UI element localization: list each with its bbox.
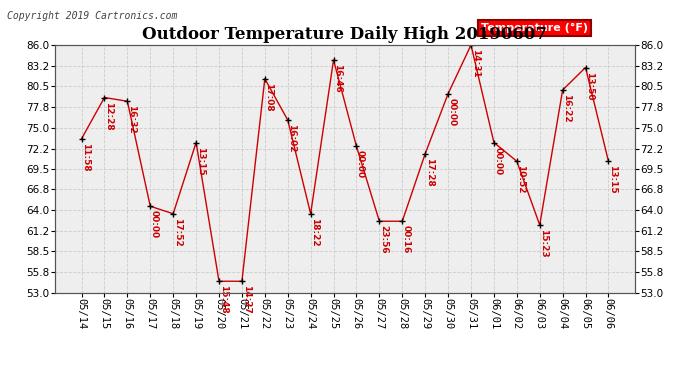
Text: 00:00: 00:00 — [448, 98, 457, 126]
Text: 23:56: 23:56 — [379, 225, 388, 254]
Text: 16:22: 16:22 — [562, 94, 571, 123]
Text: 14:27: 14:27 — [241, 285, 250, 314]
Text: 00:00: 00:00 — [150, 210, 159, 238]
Text: 15:48: 15:48 — [219, 285, 228, 314]
Text: Copyright 2019 Cartronics.com: Copyright 2019 Cartronics.com — [7, 11, 177, 21]
Text: 13:15: 13:15 — [196, 147, 205, 175]
Text: 13:50: 13:50 — [585, 72, 594, 100]
Text: 00:16: 00:16 — [402, 225, 411, 254]
Title: Outdoor Temperature Daily High 20190607: Outdoor Temperature Daily High 20190607 — [143, 27, 547, 44]
Text: 12:28: 12:28 — [104, 102, 113, 130]
Text: 00:00: 00:00 — [356, 150, 365, 178]
Text: 15:23: 15:23 — [540, 229, 549, 258]
Text: 18:22: 18:22 — [310, 218, 319, 246]
Text: Temperature (°F): Temperature (°F) — [481, 23, 588, 33]
Text: 17:08: 17:08 — [264, 83, 273, 111]
Text: 16:46: 16:46 — [333, 64, 342, 93]
Text: 17:52: 17:52 — [173, 218, 182, 247]
Text: 11:58: 11:58 — [81, 143, 90, 171]
Text: 17:28: 17:28 — [425, 158, 434, 187]
Text: 14:31: 14:31 — [471, 49, 480, 78]
Text: 16:32: 16:32 — [127, 105, 136, 134]
Text: 16:02: 16:02 — [288, 124, 297, 153]
Text: 00:00: 00:00 — [493, 147, 502, 175]
Text: 13:15: 13:15 — [608, 165, 617, 194]
Text: 10:52: 10:52 — [517, 165, 526, 194]
